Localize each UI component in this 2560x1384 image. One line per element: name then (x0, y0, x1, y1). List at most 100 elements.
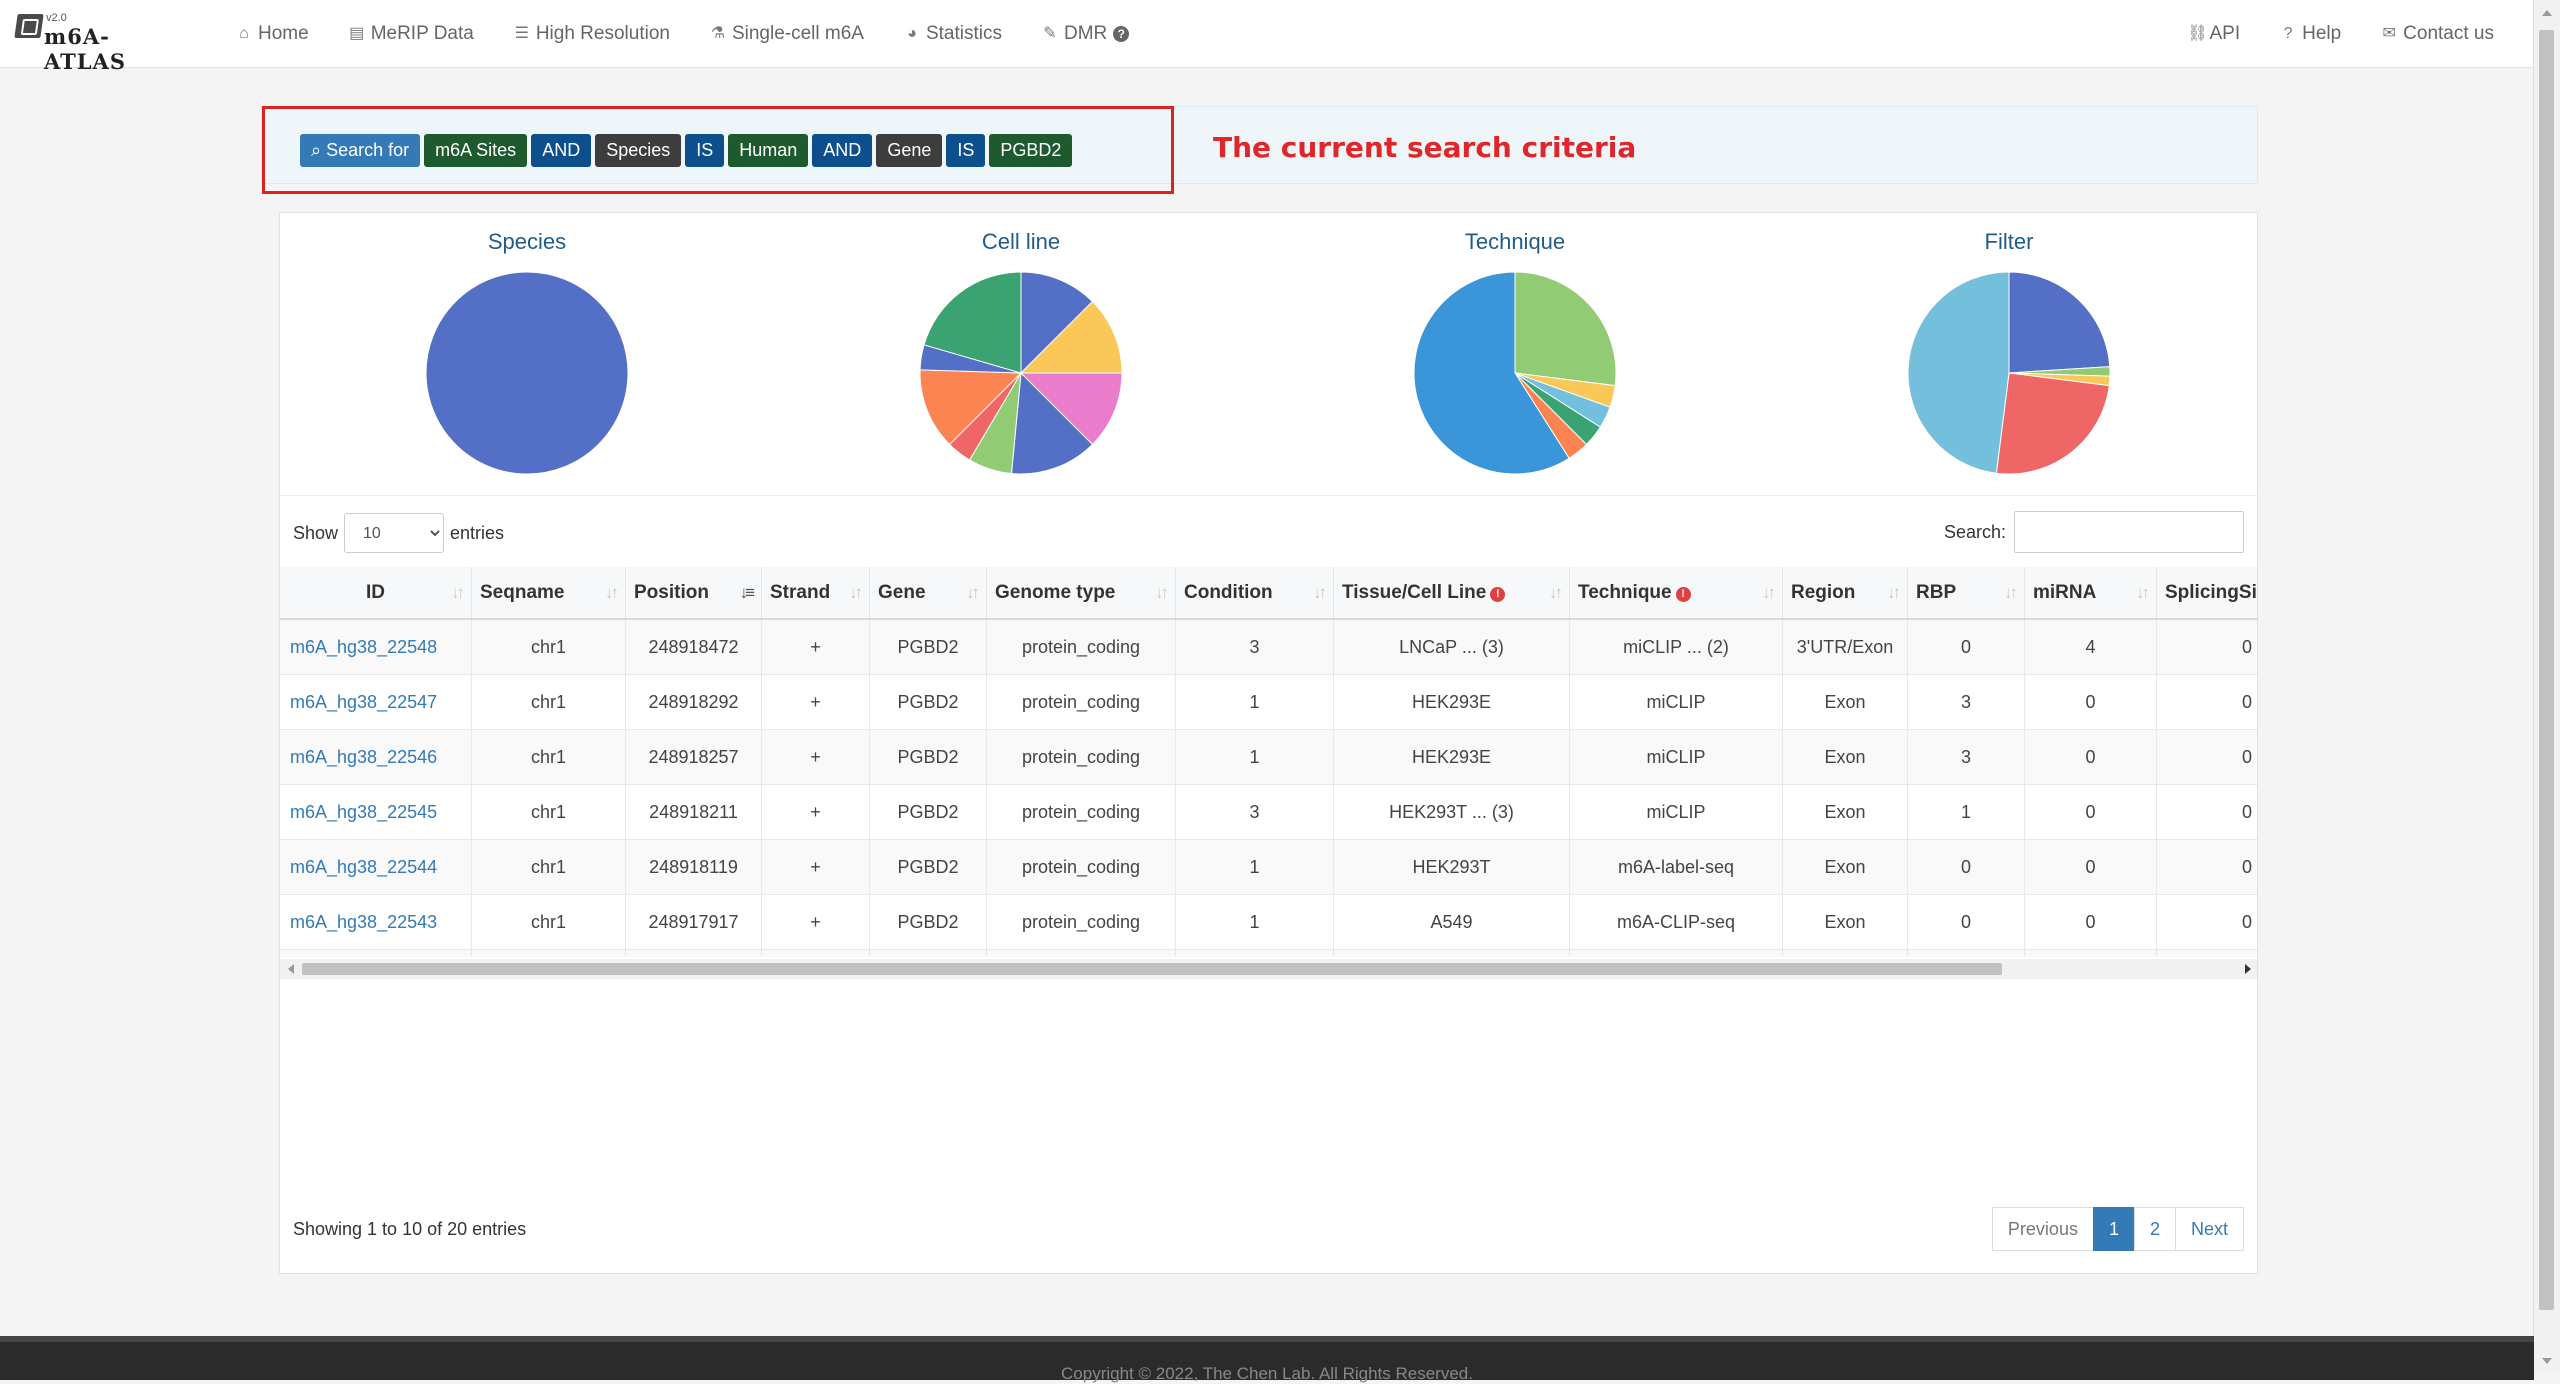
scroll-down-arrow-icon[interactable] (2542, 1358, 2552, 1364)
pie-slice[interactable] (1995, 372, 2110, 475)
table-row[interactable]: m6A_hg38_22544 chr1 248918119 + PGBD2 protein… (280, 839, 2257, 895)
site-id-link[interactable]: m6A_hg38_22544 (280, 839, 472, 895)
sort-icon: ↓↑ (1549, 583, 1563, 602)
site-id-link[interactable]: m6A_hg38_22548 (280, 619, 472, 675)
table-cell: protein_coding (986, 949, 1176, 957)
column-header[interactable]: Strand ↓↑ (761, 567, 870, 620)
pie-slice[interactable] (425, 271, 629, 475)
site-id-link[interactable]: m6A_hg38_22546 (280, 729, 472, 785)
nav-label: DMR (1064, 22, 1108, 44)
table-cell: 4 (2024, 619, 2157, 675)
pie-chart-cell-line[interactable]: Cell line (774, 213, 1268, 493)
table-cell: chr1 (471, 729, 626, 785)
table-row[interactable]: m6A_hg38_22545 chr1 248918211 + PGBD2 protein… (280, 784, 2257, 840)
table-row[interactable]: m6A_hg38_22542chr1248917751+PGBD2protein… (280, 949, 2257, 957)
pie-chart-species[interactable]: Species (280, 213, 774, 493)
table-cell: 248917751 (625, 949, 762, 957)
nav-label: Single-cell m6A (731, 22, 864, 44)
table-cell: chr1 (471, 784, 626, 840)
nav-api[interactable]: ⛓ API (2167, 23, 2260, 45)
search-for-label: Search for (326, 140, 410, 160)
nav-label: API (2209, 22, 2241, 44)
page-button-1[interactable]: 1 (2092, 1207, 2135, 1251)
nav-label: Statistics (925, 22, 1002, 44)
table-cell: 0 (2024, 784, 2157, 840)
pie-slice[interactable] (1019, 300, 1123, 374)
horizontal-scrollbar-thumb[interactable] (302, 963, 2002, 975)
nav-label: High Resolution (535, 22, 670, 44)
nav-help[interactable]: ? Help (2260, 23, 2361, 45)
column-header[interactable]: Region ↓↑ (1782, 567, 1908, 620)
question-circle-icon[interactable]: ? (1113, 25, 1130, 42)
column-header[interactable]: Seqname ↓↑ (471, 567, 626, 620)
sort-icon: ↓↑ (2136, 583, 2150, 602)
search-for-button[interactable]: ⌕ Search for (300, 134, 421, 167)
table-cell: 0 (1907, 949, 2025, 957)
site-id-link[interactable]: m6A_hg38_22547 (280, 674, 472, 730)
scroll-right-arrow-icon[interactable] (2245, 964, 2251, 974)
nav-dmr[interactable]: ✎ DMR? (1022, 23, 1149, 45)
site-id-link[interactable]: m6A_hg38_22543 (280, 894, 472, 950)
nav-merip-data[interactable]: ▤ MeRIP Data (329, 23, 494, 45)
pie-chart-technique[interactable]: Technique (1268, 213, 1762, 493)
pie-slice[interactable] (2008, 271, 2111, 374)
horizontal-scrollbar[interactable] (280, 959, 2257, 979)
pie-slice[interactable] (1514, 271, 1617, 387)
column-header[interactable]: Condition ↓↑ (1175, 567, 1334, 620)
pie-slice[interactable] (1907, 271, 2010, 474)
table-cell: miCLIP ... (2) (1569, 619, 1783, 675)
info-icon[interactable]: ! (1675, 586, 1691, 602)
pie-slice[interactable] (923, 271, 1022, 374)
page-button-2[interactable]: 2 (2133, 1207, 2176, 1251)
column-header[interactable]: RBP ↓↑ (1907, 567, 2025, 620)
pie-slice[interactable] (1020, 271, 1094, 375)
column-header[interactable]: Technique! ↓↑ (1569, 567, 1783, 620)
table-cell: 248918119 (625, 839, 762, 895)
table-cell: PGBD2 (869, 839, 987, 895)
pie-slice[interactable] (919, 369, 1023, 446)
table-row[interactable]: m6A_hg38_22543 chr1 248917917 + PGBD2 protein… (280, 894, 2257, 950)
page-button-next[interactable]: Next (2174, 1207, 2244, 1251)
nav-single-cell-m6a[interactable]: ⚗ Single-cell m6A (690, 23, 884, 45)
criteria-bar (261, 106, 2258, 184)
column-header[interactable]: Gene ↓↑ (869, 567, 987, 620)
vertical-scrollbar[interactable] (2533, 0, 2560, 1374)
column-header[interactable]: Genome type ↓↑ (986, 567, 1176, 620)
pie-title: Technique (1464, 229, 1566, 254)
nav-statistics[interactable]: ◕ Statistics (884, 23, 1022, 45)
column-header[interactable]: SplicingSite↓↑ (2156, 567, 2257, 620)
nav-right: ⛓ API? Help ✉ Contact us (2167, 0, 2514, 67)
brand-logo[interactable]: v2.0 m6A-ATLAS (14, 12, 186, 74)
page-size-select[interactable]: 10 (344, 513, 445, 553)
nav-home[interactable]: ⌂ Home (216, 23, 329, 45)
pie-slice[interactable] (1010, 371, 1094, 475)
column-header[interactable]: Position ↓≡ (625, 567, 762, 620)
column-header[interactable]: ID ↓↑ (280, 567, 472, 620)
table-search-input[interactable] (2014, 511, 2244, 553)
site-id-link[interactable]: m6A_hg38_22545 (280, 784, 472, 840)
table-row[interactable]: m6A_hg38_22546 chr1 248918257 + PGBD2 protein… (280, 729, 2257, 785)
pie-chart-filter[interactable]: Filter (1762, 213, 2256, 493)
table-cell: 0 (2024, 949, 2157, 957)
vertical-scrollbar-thumb[interactable] (2539, 30, 2554, 1310)
column-header[interactable]: miRNA ↓↑ (2024, 567, 2157, 620)
table-cell: 1 (1907, 784, 2025, 840)
pie-svg (1907, 271, 2111, 475)
table-cell: Exon (1782, 894, 1908, 950)
column-header[interactable]: Tissue/Cell Line! ↓↑ (1333, 567, 1570, 620)
pie-slice[interactable] (1413, 271, 1570, 475)
column-header-label: Position (634, 581, 709, 603)
criteria-tag: Gene (876, 134, 943, 167)
sort-icon: ↓↑ (1313, 583, 1327, 602)
scroll-left-arrow-icon[interactable] (288, 964, 294, 974)
nav-label: Home (258, 22, 309, 44)
info-icon[interactable]: ! (1490, 586, 1506, 602)
table-row[interactable]: m6A_hg38_22547 chr1 248918292 + PGBD2 protein… (280, 674, 2257, 730)
scroll-up-arrow-icon[interactable] (2542, 10, 2552, 16)
sliders-icon: ☰ (514, 24, 529, 42)
nav-high-resolution[interactable]: ☰ High Resolution (494, 23, 690, 45)
site-id-link[interactable]: m6A_hg38_22542 (280, 949, 472, 957)
nav-contact-us[interactable]: ✉ Contact us (2361, 23, 2514, 45)
pie-slice[interactable] (1019, 372, 1123, 446)
table-row[interactable]: m6A_hg38_22548 chr1 248918472 + PGBD2 protein… (280, 619, 2257, 675)
